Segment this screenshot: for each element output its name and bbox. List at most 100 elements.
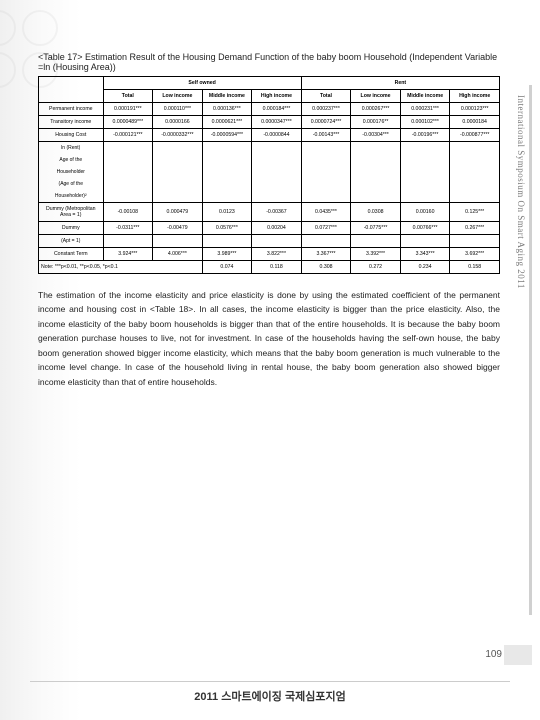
cell: 3.924***: [103, 248, 153, 261]
cell: 0.234: [400, 261, 450, 274]
cell: 0.308: [301, 261, 351, 274]
table-row: ln (Rent): [39, 142, 500, 155]
cell: 0.00766***: [400, 222, 450, 235]
cell: [103, 154, 153, 166]
cell: [450, 190, 500, 203]
cell: 0.125***: [450, 203, 500, 222]
table-row: Dummy-0.0311***-0.004790.0576***0.002040…: [39, 222, 500, 235]
cell: [153, 178, 203, 190]
page-number: 109: [485, 649, 502, 660]
row-label: Dummy: [39, 222, 104, 235]
cell: 3.692***: [450, 248, 500, 261]
cell: -0.000877***: [450, 129, 500, 142]
cell: 0.000102***: [400, 116, 450, 129]
cell: 0.0000166: [153, 116, 203, 129]
cell: -0.00143***: [301, 129, 351, 142]
cell: 0.0308: [351, 203, 401, 222]
note-label: Note: ***p<0.01, **p<0.05, *p<0.1: [39, 261, 203, 274]
row-label: Householder: [39, 166, 104, 178]
cell: 0.000191***: [103, 103, 153, 116]
cell: [202, 190, 252, 203]
cell: 0.000110***: [153, 103, 203, 116]
cell: [351, 142, 401, 155]
table-row: Transitory income0.0000489***0.00001660.…: [39, 116, 500, 129]
cell: [301, 178, 351, 190]
cell: 0.000267***: [351, 103, 401, 116]
group-header-self: Self owned: [103, 77, 301, 90]
explanation-paragraph: The estimation of the income elasticity …: [38, 288, 500, 389]
cell: [450, 142, 500, 155]
row-label: Age of the: [39, 154, 104, 166]
cell: -0.00479: [153, 222, 203, 235]
cell: [252, 142, 302, 155]
table-row: Housing Cost-0.000121***-0.0000332***-0.…: [39, 129, 500, 142]
cell: [252, 166, 302, 178]
cell: [153, 166, 203, 178]
table-row: Age of the: [39, 154, 500, 166]
table-row: (Age of the: [39, 178, 500, 190]
note-row: Note: ***p<0.01, **p<0.05, *p<0.10.074 0.…: [39, 261, 500, 274]
cell: [400, 190, 450, 203]
cell: [400, 178, 450, 190]
cell: 0.0000184: [450, 116, 500, 129]
cell: 0.000237***: [301, 103, 351, 116]
cell: [202, 142, 252, 155]
cell: 0.0123: [202, 203, 252, 222]
cell: 0.0435***: [301, 203, 351, 222]
cell: 0.000479: [153, 203, 203, 222]
cell: 0.0000724***: [301, 116, 351, 129]
cell: [103, 190, 153, 203]
cell: -0.00196***: [400, 129, 450, 142]
cell: -0.00108: [103, 203, 153, 222]
cell: [351, 235, 401, 248]
table-row: Dummy (Metropolitan Area = 1)-0.001080.0…: [39, 203, 500, 222]
cell: 0.0000347***: [252, 116, 302, 129]
cell: 0.074: [202, 261, 252, 274]
cell: [103, 235, 153, 248]
cell: -0.0775***: [351, 222, 401, 235]
col-header: Total: [103, 90, 153, 103]
cell: 0.158: [450, 261, 500, 274]
row-label: Housing Cost: [39, 129, 104, 142]
cell: [252, 154, 302, 166]
cell: [450, 154, 500, 166]
cell: [103, 142, 153, 155]
cell: [252, 235, 302, 248]
group-header-rent: Rent: [301, 77, 499, 90]
cell: [103, 178, 153, 190]
cell: 3.989***: [202, 248, 252, 261]
cell: [153, 154, 203, 166]
cell: 0.000123***: [450, 103, 500, 116]
cell: [252, 190, 302, 203]
row-label: Constant Term: [39, 248, 104, 261]
table-row: Constant Term3.924***4.006***3.989***3.8…: [39, 248, 500, 261]
row-label: ln (Rent): [39, 142, 104, 155]
cell: [351, 166, 401, 178]
table-row: (Apt = 1): [39, 235, 500, 248]
cell: -0.00304***: [351, 129, 401, 142]
cell: [351, 178, 401, 190]
col-header: Low income: [153, 90, 203, 103]
cell: 0.0727***: [301, 222, 351, 235]
cell: [301, 235, 351, 248]
table-row: Householder)²: [39, 190, 500, 203]
cell: [202, 178, 252, 190]
cell: 0.000231***: [400, 103, 450, 116]
row-label: (Age of the: [39, 178, 104, 190]
cell: 0.000184***: [252, 103, 302, 116]
col-header: Low income: [351, 90, 401, 103]
cell: [400, 166, 450, 178]
cell: [301, 142, 351, 155]
cell: 0.00160: [400, 203, 450, 222]
cell: [400, 235, 450, 248]
cell: [153, 142, 203, 155]
cell: [450, 166, 500, 178]
cell: [252, 178, 302, 190]
estimation-table: Self owned Rent Total Low income Middle …: [38, 76, 500, 274]
col-header: High income: [252, 90, 302, 103]
cell: 0.000136***: [202, 103, 252, 116]
cell: [202, 166, 252, 178]
table-row: Permanent income0.000191***0.000110***0.…: [39, 103, 500, 116]
row-label: Transitory income: [39, 116, 104, 129]
cell: [400, 142, 450, 155]
